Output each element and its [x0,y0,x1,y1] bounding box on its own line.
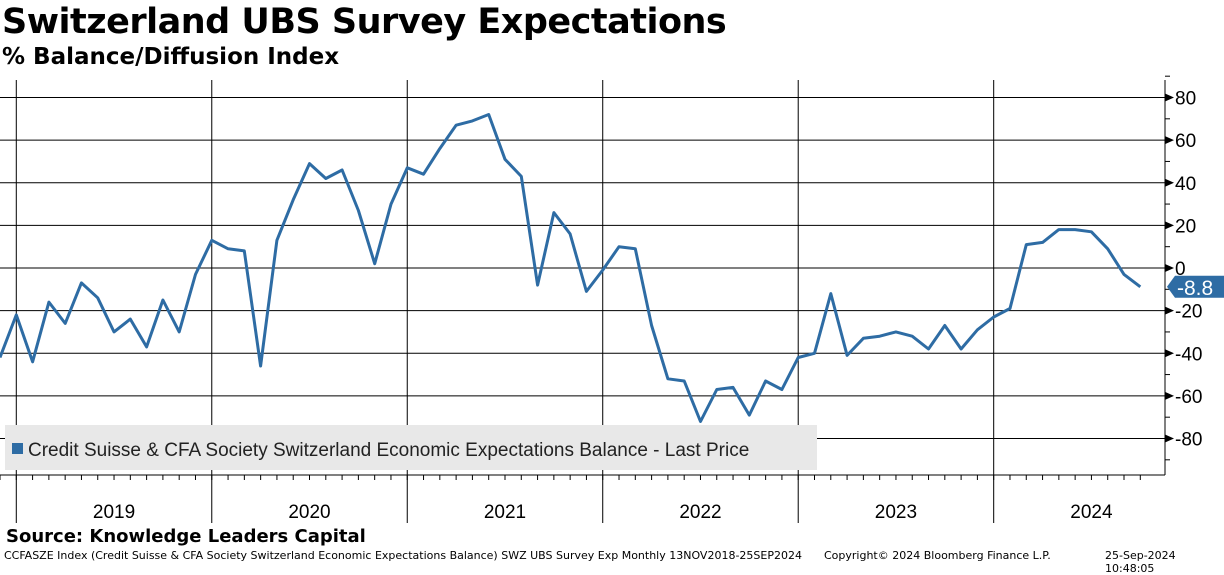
y-tick-marker [1165,264,1174,272]
y-tick-marker [1165,392,1174,400]
year-label: 2024 [1070,502,1113,523]
y-tick-marker [1165,136,1174,144]
legend-label: Credit Suisse & CFA Society Switzerland … [28,440,749,461]
y-tick-label: 60 [1175,131,1196,152]
y-tick-marker [1165,435,1174,443]
y-tick-marker [1165,221,1174,229]
y-tick-marker [1165,349,1174,357]
footer-copyright: Copyright© 2024 Bloomberg Finance L.P. [824,549,1051,562]
footer-timestamp: 25-Sep-2024 10:48:05 [1105,549,1224,575]
y-tick-label: -40 [1175,344,1202,365]
y-tick-label: -80 [1175,430,1202,451]
y-tick-marker [1165,307,1174,315]
legend-swatch [12,443,23,454]
year-label: 2020 [288,502,330,523]
footer-ticker-info: CCFASZE Index (Credit Suisse & CFA Socie… [4,549,802,562]
y-tick-label: -20 [1175,302,1202,323]
y-tick-marker [1165,94,1174,102]
y-tick-label: -60 [1175,387,1202,408]
year-label: 2022 [679,502,721,523]
y-tick-label: 80 [1175,89,1196,110]
year-label: 2021 [484,502,526,523]
y-tick-label: 40 [1175,174,1196,195]
year-label: 2019 [93,502,135,523]
y-tick-marker [1165,179,1174,187]
year-label: 2023 [875,502,917,523]
last-value-label: -8.8 [1177,277,1213,300]
source-note: Source: Knowledge Leaders Capital [6,526,366,547]
y-tick-label: 20 [1175,216,1196,237]
